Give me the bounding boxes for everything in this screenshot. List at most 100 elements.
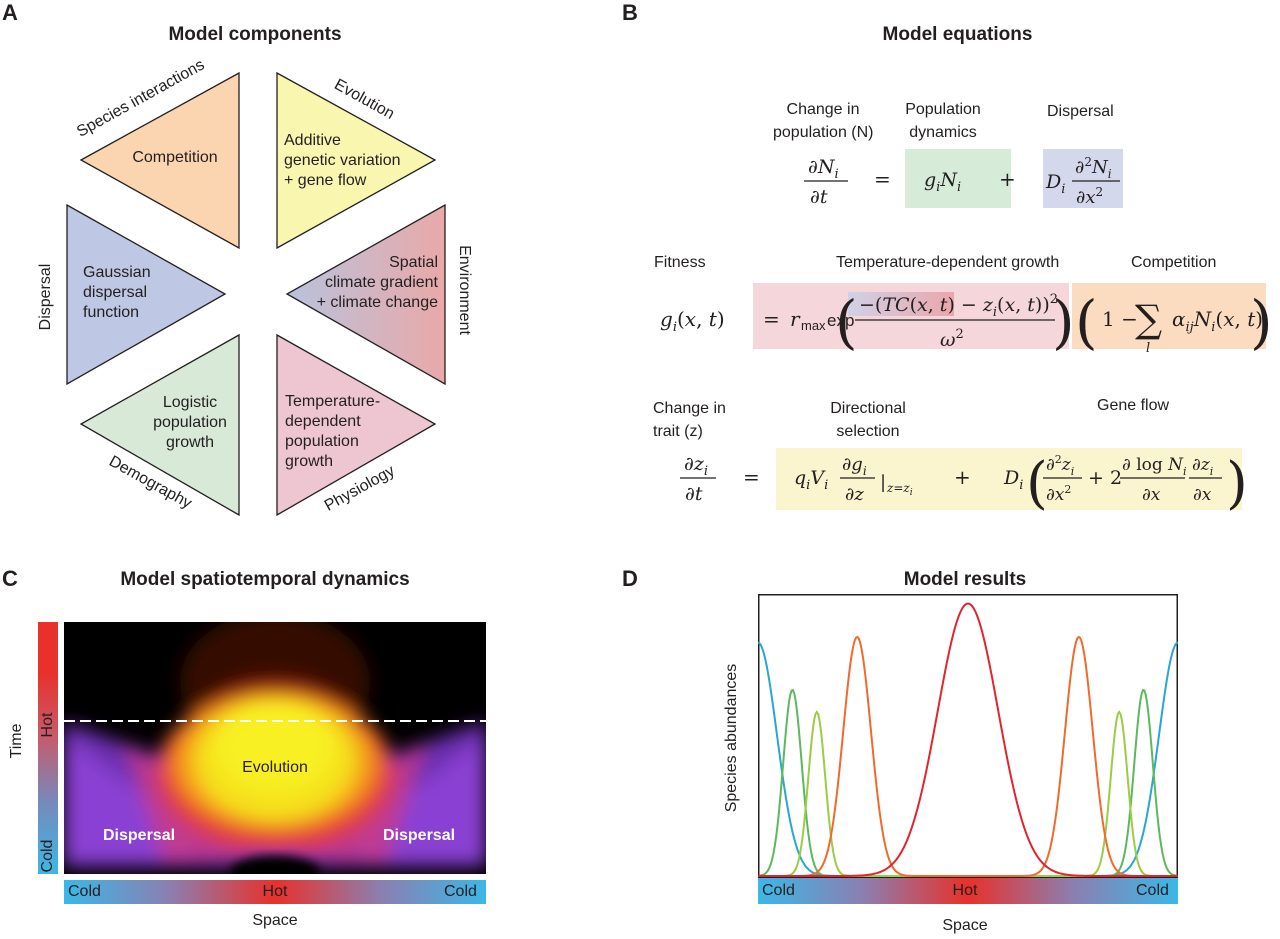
svg-text:max: max	[801, 318, 826, 333]
eq1-change-label: Change in population (N)	[773, 98, 874, 144]
eq3-selection-line-2: selection	[836, 423, 900, 440]
eq1-change-line-2: population (N)	[773, 124, 874, 141]
triangle-evolution	[276, 71, 437, 250]
tempdep-line-3: population	[285, 433, 359, 450]
eq3-change-label: Change in trait (z)	[653, 397, 726, 443]
svg-text:): )	[1250, 288, 1273, 356]
popdyn-highlight	[905, 149, 1011, 208]
additive-line-3: + gene flow	[284, 172, 367, 189]
panel-c-letter: C	[2, 566, 18, 591]
panel-b-letter: B	[622, 0, 638, 25]
svg-text:): )	[1052, 288, 1075, 356]
svg-text:=: =	[743, 465, 760, 489]
chart-frame	[758, 594, 1178, 878]
svg-text:−(TC(x, t) − zi(x, t))2: −(TC(x, t) − zi(x, t))2	[859, 292, 1058, 320]
space-d-hot: Hot	[952, 882, 978, 899]
space-d-label: Space	[942, 917, 988, 934]
eq1-dispersal-label: Dispersal	[1047, 103, 1114, 120]
svg-text:(: (	[835, 288, 858, 356]
svg-text:Di: Di	[1045, 171, 1065, 197]
abundance-chart	[758, 594, 1178, 878]
triangle-dispersal	[66, 203, 227, 386]
spatial-line-3: + climate change	[316, 294, 438, 311]
svg-text:∂x2: ∂x2	[1046, 483, 1071, 505]
evolution-label: Evolution	[242, 759, 308, 776]
eq1-popdyn-label: Population dynamics	[893, 98, 993, 144]
competition-text: Competition	[132, 149, 218, 166]
svg-text:Di: Di	[1003, 467, 1023, 493]
svg-text:∂z: ∂z	[845, 484, 864, 505]
category-environment: Environment	[456, 245, 473, 335]
svg-text:exp: exp	[827, 311, 854, 330]
svg-text:αijNi(x, t): αijNi(x, t)	[1172, 307, 1263, 335]
svg-text:(: (	[1075, 288, 1098, 356]
svg-text:∂Ni: ∂Ni	[808, 156, 839, 182]
logistic-line-1: Logistic	[162, 394, 218, 411]
space-d-cold-right: Cold	[1136, 882, 1169, 899]
space-colorbar-c	[64, 880, 486, 904]
svg-text:): )	[1226, 451, 1248, 516]
svg-text:∂2zi: ∂2zi	[1046, 453, 1074, 478]
svg-text:∂2Ni: ∂2Ni	[1075, 155, 1112, 181]
panel-a-letter: A	[2, 0, 18, 25]
space-colorbar-d	[758, 878, 1178, 904]
svg-text:=: =	[763, 307, 780, 331]
species-curve-1	[758, 641, 1178, 877]
logistic-text: Logistic population growth	[140, 393, 240, 453]
equation-3: ∂zi ∂t = qiVi ∂gi ∂z | z=zi + Di ( ∂2zi …	[680, 451, 1248, 516]
spatial-line-2: climate gradient	[325, 274, 438, 291]
svg-text:∂gi: ∂gi	[842, 454, 867, 478]
svg-text:ω2: ω2	[940, 327, 964, 351]
space-c-hot: Hot	[262, 883, 288, 900]
eq1-popdyn-line-1: Population	[905, 101, 981, 118]
triangle-demography	[79, 333, 240, 517]
svg-text:∂zi: ∂zi	[684, 453, 708, 479]
svg-text:+: +	[999, 167, 1016, 191]
svg-text:∂x2: ∂x2	[1076, 185, 1103, 208]
svg-text:|: |	[880, 472, 886, 493]
svg-text:r: r	[790, 307, 801, 331]
triangle-physiology	[276, 333, 437, 517]
space-c-cold-left: Cold	[68, 883, 101, 900]
dispersal-highlight	[1043, 149, 1123, 208]
svg-text:1 −: 1 −	[1102, 307, 1138, 331]
dispersal-left-label: Dispersal	[103, 827, 176, 844]
eq2-fitness-label: Fitness	[654, 254, 706, 271]
eq3-selection-line-1: Directional	[830, 400, 906, 417]
additive-line-2: genetic variation	[284, 152, 401, 169]
space-c-label: Space	[252, 912, 298, 929]
space-c-cold-right: Cold	[444, 883, 477, 900]
tempdep-line-4: growth	[285, 453, 334, 470]
eq3-change-line-2: trait (z)	[653, 423, 703, 440]
time-colorbar	[38, 622, 58, 874]
eq3-change-line-1: Change in	[653, 400, 726, 417]
panel-c-title: Model spatiotemporal dynamics	[120, 569, 410, 590]
svg-text:qiVi: qiVi	[794, 467, 828, 493]
equation-1: ∂Ni ∂t = giNi + Di ∂2Ni ∂x2	[804, 155, 1120, 208]
triangle-competition	[79, 71, 240, 250]
svg-text:gi(x, t): gi(x, t)	[660, 307, 725, 335]
tempdep-text: Temperature- dependent population growth	[285, 392, 380, 472]
svg-text:∂zi: ∂zi	[1192, 455, 1213, 478]
spatial-line-1: Spatial	[389, 254, 438, 271]
svg-text:∂t: ∂t	[810, 186, 828, 208]
panel-d-letter: D	[622, 566, 638, 591]
time-hot-label: Hot	[39, 712, 56, 738]
triangle-environment	[285, 203, 446, 386]
category-dispersal: Dispersal	[37, 263, 54, 331]
heatmap	[64, 622, 486, 874]
tempdep-line-2: dependent	[285, 413, 361, 430]
svg-text:∂x: ∂x	[1193, 485, 1212, 505]
component-hexagon	[66, 71, 446, 517]
svg-text:∑: ∑	[1135, 297, 1162, 341]
svg-text:+ 2: + 2	[1088, 467, 1122, 489]
svg-text:giNi: giNi	[924, 169, 961, 195]
eq1-popdyn-line-2: dynamics	[909, 124, 977, 141]
eq2-tempgrowth-label: Temperature-dependent growth	[836, 254, 1060, 271]
gaussian-line-2: dispersal	[83, 284, 148, 301]
panel-b-title: Model equations	[882, 24, 1033, 45]
gaussian-line-1: Gaussian	[83, 264, 151, 281]
dispersal-right-label: Dispersal	[383, 827, 456, 844]
time-axis-label: Time	[8, 723, 25, 759]
panel-a-title: Model components	[168, 24, 342, 45]
